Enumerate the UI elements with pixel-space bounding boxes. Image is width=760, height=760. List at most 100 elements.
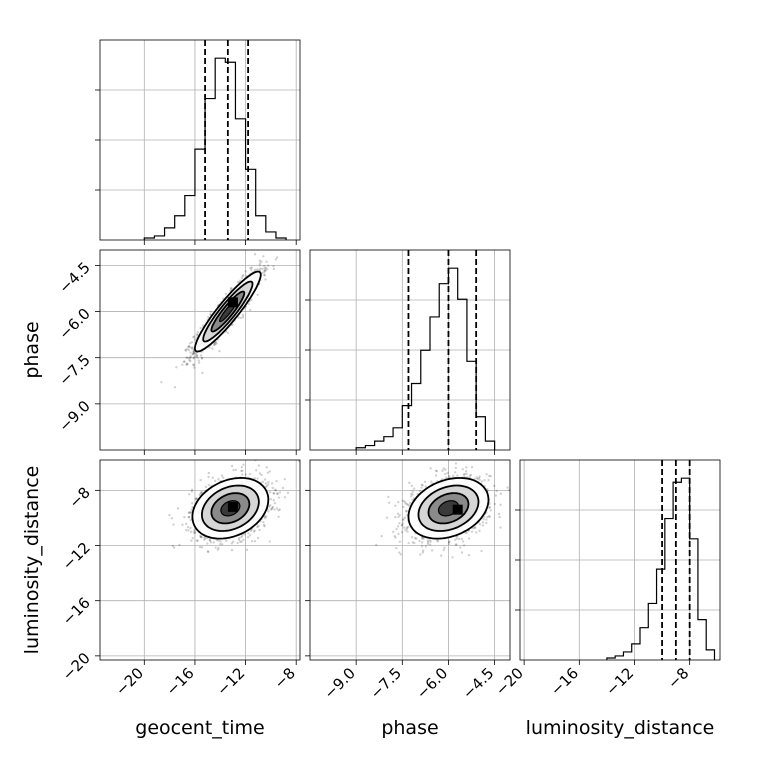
scatter-phase-vs-luminosity_distance-point-143: [402, 505, 405, 509]
scatter-geocent_time-vs-luminosity_distance-point-942: [242, 463, 245, 466]
scatter-geocent_time-vs-luminosity_distance-point-752: [265, 515, 268, 518]
scatter-geocent_time-vs-luminosity_distance-point-839: [278, 508, 281, 511]
scatter-phase-vs-luminosity_distance-point-6: [436, 539, 439, 542]
scatter-phase-vs-luminosity_distance-point-559: [499, 526, 502, 529]
scatter-phase-vs-luminosity_distance-point-1089: [426, 541, 430, 544]
scatter-geocent_time-vs-luminosity_distance-point-191: [207, 550, 210, 554]
scatter-geocent_time-vs-phase-point-519: [192, 356, 196, 359]
scatter-phase-vs-luminosity_distance-point-75: [397, 532, 400, 536]
scatter-geocent_time-vs-phase-point-811: [191, 353, 194, 356]
scatter-geocent_time-vs-phase-point-1303: [197, 361, 201, 364]
scatter-phase-vs-luminosity_distance-contour-1: [427, 492, 470, 525]
scatter-phase-vs-luminosity_distance-point-596: [475, 531, 478, 534]
scatter-geocent_time-vs-luminosity_distance-point-617: [193, 531, 197, 534]
scatter-phase-vs-luminosity_distance-point-30: [489, 509, 493, 512]
scatter-geocent_time-vs-luminosity_distance-point-834: [206, 542, 209, 545]
scatter-geocent_time-vs-luminosity_distance-point-207: [264, 517, 267, 520]
scatter-geocent_time-vs-luminosity_distance-point-69: [268, 540, 271, 543]
scatter-geocent_time-vs-luminosity_distance-point-741: [194, 497, 198, 501]
scatter-geocent_time-vs-phase-point-1264: [188, 345, 191, 349]
scatter-phase-vs-luminosity_distance-point-396: [420, 483, 423, 487]
scatter-geocent_time-vs-luminosity_distance-point-854: [249, 529, 253, 532]
scatter-geocent_time-vs-phase-point-655: [195, 333, 199, 336]
scatter-phase-vs-luminosity_distance-point-461: [485, 518, 488, 521]
scatter-geocent_time-vs-phase-point-991: [187, 344, 191, 348]
scatter-geocent_time-vs-luminosity_distance-point-278: [265, 484, 269, 488]
scatter-geocent_time-vs-phase-point-894: [186, 363, 189, 366]
hist-phase: [310, 250, 510, 450]
scatter-phase-vs-luminosity_distance-point-310: [451, 556, 454, 559]
scatter-geocent_time-vs-phase-point-762: [188, 356, 191, 360]
scatter-geocent_time-vs-luminosity_distance-point-771: [207, 483, 210, 487]
scatter-geocent_time-vs-phase-point-115: [264, 266, 268, 269]
scatter-geocent_time-vs-phase-point-449: [188, 358, 191, 362]
scatter-phase-vs-luminosity_distance-point-955: [426, 539, 430, 542]
scatter-geocent_time-vs-luminosity_distance-point-324: [187, 516, 191, 519]
scatter-geocent_time-vs-phase-point-743: [197, 359, 200, 362]
scatter-phase-vs-luminosity_distance-point-359: [455, 543, 458, 546]
scatter-geocent_time-vs-luminosity_distance-point-897: [268, 491, 272, 494]
scatter-geocent_time-vs-luminosity_distance-point-327: [277, 509, 280, 512]
scatter-phase-vs-luminosity_distance-point-925: [488, 474, 491, 478]
scatter-geocent_time-vs-phase-point-258: [249, 266, 252, 270]
scatter-geocent_time-vs-phase-point-347: [258, 259, 261, 262]
scatter-geocent_time-vs-phase-point-802: [263, 269, 266, 273]
scatter-geocent_time-vs-luminosity_distance-point-1019: [273, 488, 277, 491]
scatter-phase-vs-luminosity_distance-point-1154: [486, 487, 489, 491]
scatter-geocent_time-vs-luminosity_distance-contour-2: [200, 484, 260, 532]
scatter-geocent_time-vs-luminosity_distance-point-140: [261, 480, 265, 484]
scatter-geocent_time-vs-phase-point-305: [214, 342, 217, 345]
scatter-geocent_time-vs-luminosity_distance-peak: [227, 501, 238, 512]
scatter-phase-vs-luminosity_distance-point-1109: [481, 521, 485, 524]
scatter-phase-vs-luminosity_distance-point-1242: [395, 527, 398, 531]
scatter-phase-vs-luminosity_distance-point-424: [398, 551, 401, 554]
scatter-geocent_time-vs-luminosity_distance-contour-1: [210, 492, 251, 525]
x-axis-label-phase: phase: [381, 717, 438, 739]
scatter-geocent_time-vs-luminosity_distance-point-410: [271, 506, 274, 510]
scatter-phase-vs-luminosity_distance-point-180: [412, 487, 416, 490]
scatter-phase-vs-luminosity_distance-point-334: [430, 480, 433, 483]
scatter-phase-vs-luminosity_distance-point-1137: [485, 473, 488, 476]
scatter-phase-vs-luminosity_distance-point-25: [430, 549, 434, 552]
scatter-geocent_time-vs-luminosity_distance-point-318: [268, 505, 271, 508]
scatter-geocent_time-vs-luminosity_distance-point-823: [269, 497, 272, 501]
scatter-phase-vs-luminosity_distance-point-1245: [465, 531, 468, 535]
scatter-geocent_time-vs-phase-point-1102: [182, 360, 186, 363]
scatter-geocent_time-vs-phase-point-1379: [229, 287, 233, 290]
scatter-geocent_time-vs-phase-point-643: [187, 349, 191, 352]
scatter-geocent_time-vs-luminosity_distance-point-750: [217, 477, 220, 481]
scatter-geocent_time-vs-luminosity_distance-point-909: [189, 526, 192, 530]
scatter-geocent_time-vs-phase: [100, 250, 300, 450]
hist-phase-frame: [309, 249, 511, 451]
scatter-geocent_time-vs-luminosity_distance-point-769: [258, 528, 261, 532]
scatter-phase-vs-luminosity_distance-point-332: [465, 466, 468, 469]
scatter-phase-vs-luminosity_distance-point-1303: [413, 541, 416, 545]
y-axis-label-phase: phase: [21, 321, 43, 378]
scatter-geocent_time-vs-luminosity_distance-point-956: [272, 499, 275, 502]
scatter-phase-vs-luminosity_distance-point-27: [454, 466, 458, 470]
scatter-geocent_time-vs-phase-point-333: [192, 352, 195, 356]
scatter-geocent_time-vs-phase-point-251: [256, 268, 259, 271]
scatter-geocent_time-vs-luminosity_distance-point-939: [267, 510, 270, 513]
scatter-geocent_time-vs-phase-contour-0: [219, 300, 237, 323]
scatter-phase-vs-luminosity_distance-point-710: [405, 526, 409, 529]
scatter-geocent_time-vs-phase-point-1164: [193, 351, 196, 355]
scatter-geocent_time-vs-luminosity_distance-point-1296: [275, 507, 279, 510]
scatter-geocent_time-vs-luminosity_distance-point-1235: [189, 519, 192, 522]
scatter-geocent_time-vs-luminosity_distance-point-1125: [240, 473, 244, 476]
scatter-geocent_time-vs-phase-point-146: [191, 347, 194, 351]
scatter-geocent_time-vs-phase-point-874: [247, 302, 251, 306]
scatter-phase-vs-luminosity_distance-point-829: [400, 524, 404, 527]
scatter-phase-vs-luminosity_distance-point-402: [410, 492, 413, 496]
scatter-phase-vs-luminosity_distance-point-397: [442, 467, 445, 470]
scatter-phase-vs-luminosity_distance-point-853: [478, 475, 481, 478]
scatter-geocent_time-vs-phase-point-672: [194, 352, 197, 356]
scatter-geocent_time-vs-luminosity_distance-point-1000: [187, 493, 191, 496]
scatter-phase-vs-luminosity_distance-point-662: [411, 490, 414, 493]
scatter-geocent_time-vs-luminosity_distance-contour-0: [220, 500, 241, 517]
scatter-geocent_time-vs-phase-point-1360: [254, 268, 257, 272]
scatter-geocent_time-vs-luminosity_distance-point-901: [237, 538, 241, 542]
scatter-geocent_time-vs-luminosity_distance-point-322: [207, 475, 210, 479]
scatter-phase-vs-luminosity_distance-point-695: [499, 492, 503, 495]
scatter-geocent_time-vs-phase-point-1296: [239, 316, 243, 320]
